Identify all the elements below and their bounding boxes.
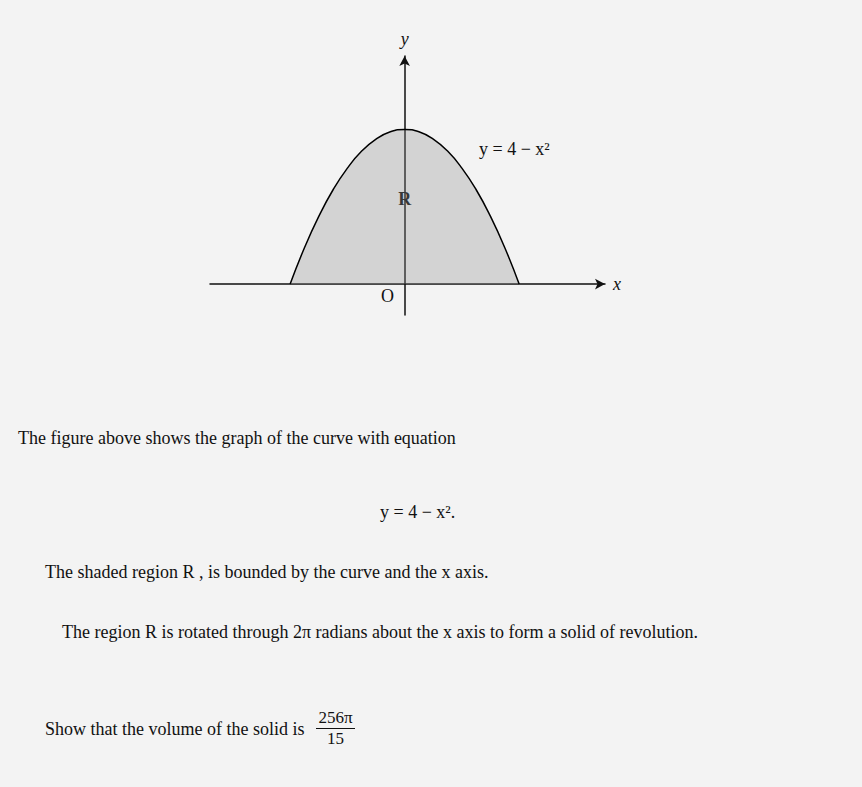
html-text:Show that the volume of the so: Show that the volume of the solid is — [45, 718, 305, 739]
svg-text:y: y — [399, 30, 409, 49]
html-text:The region R is rotated throug: The region R is rotated through 2π radia… — [62, 622, 698, 642]
svg-text:x: x — [612, 274, 621, 294]
html-text:256π: 256π — [318, 708, 353, 727]
svg-text:O: O — [381, 286, 394, 306]
html-text:The shaded region R , is bound: The shaded region R , is bounded by the … — [45, 562, 489, 582]
svg-text:y = 4 − x²: y = 4 − x² — [479, 139, 550, 159]
html-text:The figure above shows the gra: The figure above shows the graph of the … — [18, 428, 456, 448]
html-text:15: 15 — [327, 729, 344, 748]
html-text:y = 4 − x².: y = 4 − x². — [380, 502, 456, 522]
